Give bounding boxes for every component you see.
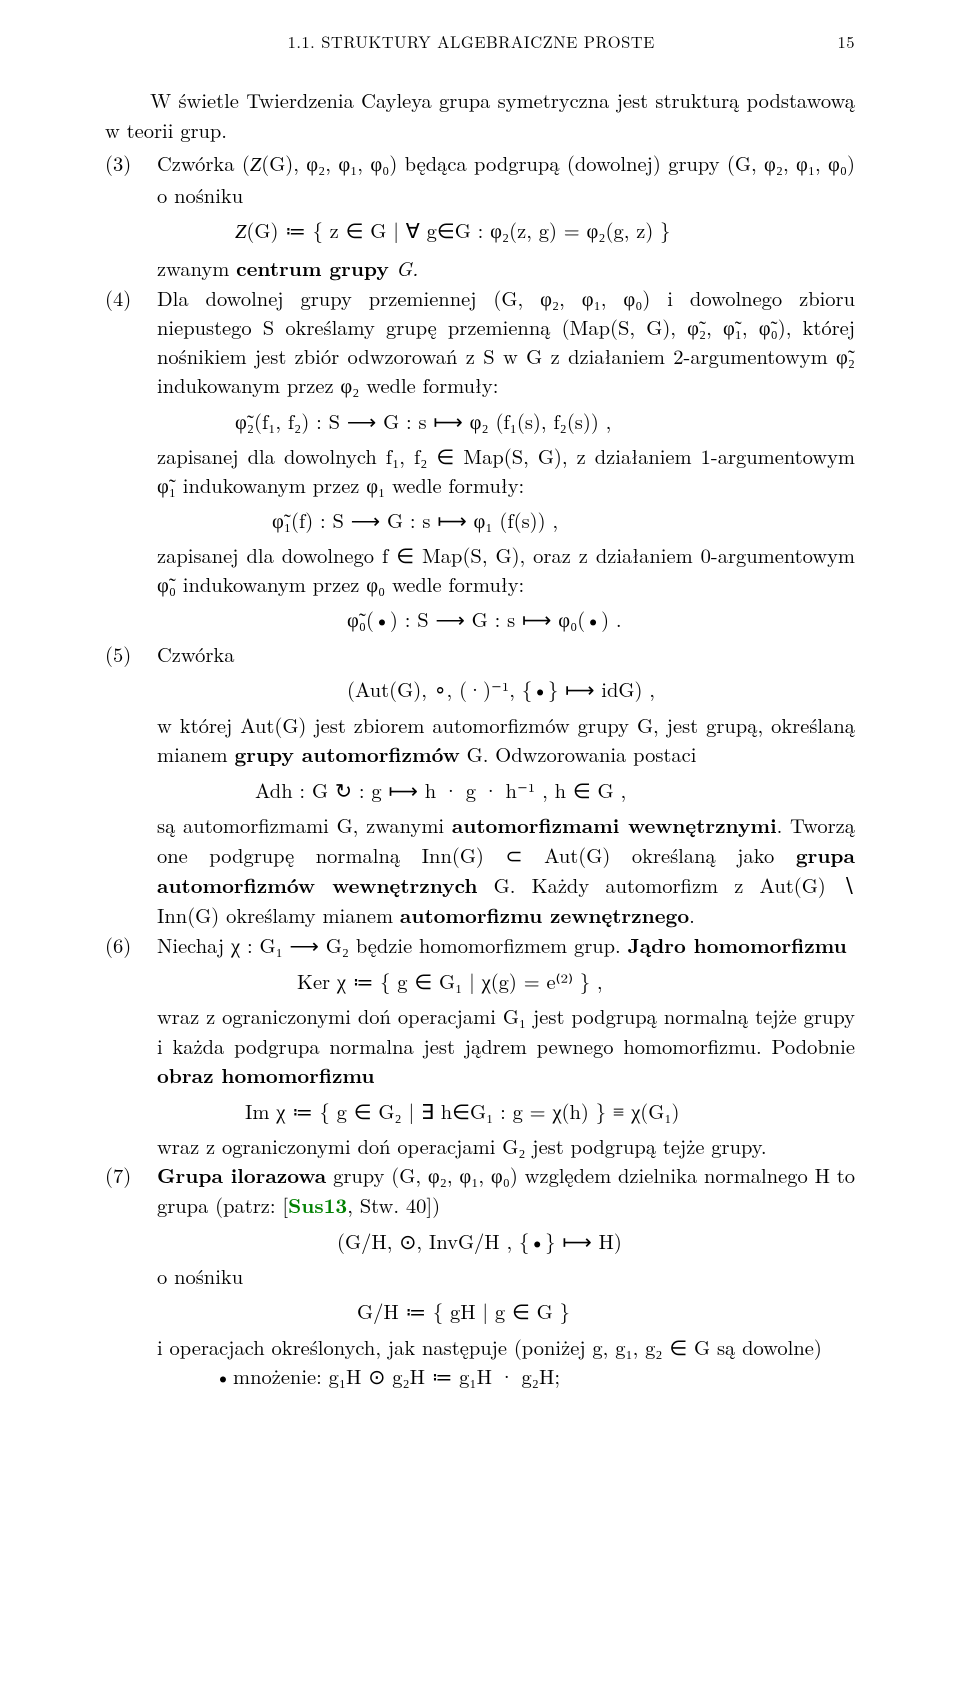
item-7: (7) Grupa ilorazowa grupy (G, φ₂, φ₁, φ₀…	[105, 1160, 855, 1390]
text: mnożenie: g₁H ⊙ g₂H ≔ g₁H · g₂H;	[233, 1361, 560, 1390]
item-4-p3: zapisanej dla dowolnego f ∈ Map(S, G), o…	[157, 540, 855, 598]
text: Jądro homomorfizmu	[628, 931, 847, 960]
item-6-im: Im χ ≔ { g ∈ G₂ | ∃ h∈G₁ : g = χ(h) } ≡ …	[157, 1096, 855, 1125]
item-4-p1: Dla dowolnej grupy przemiennej (G, φ₂, φ…	[157, 283, 855, 399]
header-title: 1.1. STRUKTURY ALGEBRAICZNE PROSTE	[288, 29, 655, 53]
item-7-p3: i operacjach określonych, jak następuje …	[157, 1332, 855, 1361]
item-6-p3: wraz z ograniczonymi doń operacjami G₂ j…	[157, 1131, 855, 1160]
item-5-ad: Adh : G ↻ : g ⟼ h · g · h⁻¹ , h ∈ G ,	[157, 775, 855, 804]
item-7-p2: o nośniku	[157, 1261, 855, 1290]
item-6: (6) Niechaj χ : G₁ ⟶ G₂ będzie homomorfi…	[105, 930, 855, 1160]
item-4-f1: φ̃₂(f₁, f₂) : S ⟶ G : s ⟼ φ₂ (f₁(s), f₂(…	[157, 406, 855, 435]
item-5-p2: są automorfizmami G, zwanymi automorfizm…	[157, 810, 855, 930]
text: , Stw. 40])	[347, 1190, 440, 1219]
text: zwanym	[157, 253, 236, 282]
text: Grupa ilorazowa	[157, 1161, 326, 1190]
page: 1.1. STRUKTURY ALGEBRAICZNE PROSTE 15 W …	[0, 0, 960, 1699]
text: (Aut(G), ∘, (·)⁻¹, {•} ⟼ idG) ,	[347, 674, 655, 703]
text: obraz homomorfizmu	[157, 1061, 375, 1090]
item-6-p1: Niechaj χ : G₁ ⟶ G₂ będzie homomorfizmem…	[157, 930, 855, 960]
marker-7: (7)	[105, 1160, 131, 1189]
item-3-formula: Z(G) ≔ { z ∈ G | ∀ g∈G : φ₂(z, g) = φ₂(g…	[157, 215, 855, 247]
marker-3: (3)	[105, 148, 131, 177]
item-7-bullet: mnożenie: g₁H ⊙ g₂H ≔ g₁H · g₂H;	[157, 1361, 855, 1390]
citation: Sus13	[288, 1191, 347, 1220]
text: Im χ ≔ { g ∈ G₂ | ∃ h∈G₁ : g = χ(h) } ≡ …	[245, 1096, 680, 1125]
item-3-line2: zwanym centrum grupy G.	[157, 253, 855, 283]
item-5: (5) Czwórka (Aut(G), ∘, (·)⁻¹, {•} ⟼ idG…	[105, 639, 855, 930]
item-5-p1: w której Aut(G) jest zbiorem automorfizm…	[157, 710, 855, 769]
item-4-p2: zapisanej dla dowolnych f₁, f₂ ∈ Map(S, …	[157, 441, 855, 499]
item-6-p2: wraz z ograniczonymi doń operacjami G₁ j…	[157, 1001, 855, 1089]
item-3: (3) Czwórka (Z(G), φ₂, φ₁, φ₀) będąca po…	[105, 148, 855, 283]
text: automorfizmu zewnętrznego	[400, 901, 689, 930]
frak-z: Z	[250, 154, 261, 176]
text: G.	[389, 253, 419, 282]
text: .	[689, 900, 695, 929]
running-header: 1.1. STRUKTURY ALGEBRAICZNE PROSTE 15	[105, 30, 855, 53]
marker-4: (4)	[105, 283, 131, 312]
frak-z: Z	[235, 221, 246, 243]
marker-5: (5)	[105, 639, 131, 668]
page-number: 15	[838, 30, 856, 53]
text: są automorfizmami G, zwanymi	[157, 810, 452, 839]
item-4-f3: φ̃₀(•) : S ⟶ G : s ⟼ φ₀(•) .	[157, 604, 855, 633]
item-3-line1: Czwórka (Z(G), φ₂, φ₁, φ₀) będąca podgru…	[157, 148, 855, 209]
item-5-formula: (Aut(G), ∘, (·)⁻¹, {•} ⟼ idG) ,	[157, 674, 855, 703]
item-5-line1: Czwórka	[157, 639, 855, 668]
text: Niechaj χ : G₁ ⟶ G₂ będzie homomorfizmem…	[157, 930, 628, 959]
intro-paragraph: W świetle Twierdzenia Cayleya grupa syme…	[105, 85, 855, 143]
item-7-p1: Grupa ilorazowa grupy (G, φ₂, φ₁, φ₀) wz…	[157, 1160, 855, 1220]
text: wraz z ograniczonymi doń operacjami G₁ j…	[157, 1001, 855, 1059]
text: automorfizmami wewnętrznymi	[452, 811, 777, 840]
text: centrum grupy	[236, 254, 389, 283]
text: Czwórka (	[157, 148, 250, 177]
item-4: (4) Dla dowolnej grupy przemiennej (G, φ…	[105, 283, 855, 633]
item-4-f2: φ̃₁(f) : S ⟶ G : s ⟼ φ₁ (f(s)) ,	[157, 505, 855, 534]
text: (G), φ₂, φ₁, φ₀) będąca podgrupą (dowoln…	[157, 148, 855, 209]
item-7-f2: G/H ≔ { gH | g ∈ G }	[157, 1296, 855, 1325]
text: (G) ≔ { z ∈ G | ∀ g∈G : φ₂(z, g) = φ₂(g,…	[246, 215, 670, 244]
text: G. Odwzorowania postaci	[460, 739, 697, 768]
text: grupy automorfizmów	[234, 740, 459, 769]
text: Adh : G ↻ : g ⟼ h · g · h⁻¹ , h ∈ G ,	[255, 775, 626, 804]
marker-6: (6)	[105, 930, 131, 959]
item-7-f1: (G/H, ⊙, InvG/H , {•} ⟼ H)	[157, 1226, 855, 1255]
item-6-ker: Ker χ ≔ { g ∈ G₁ | χ(g) = e⁽²⁾ } ,	[157, 966, 855, 995]
